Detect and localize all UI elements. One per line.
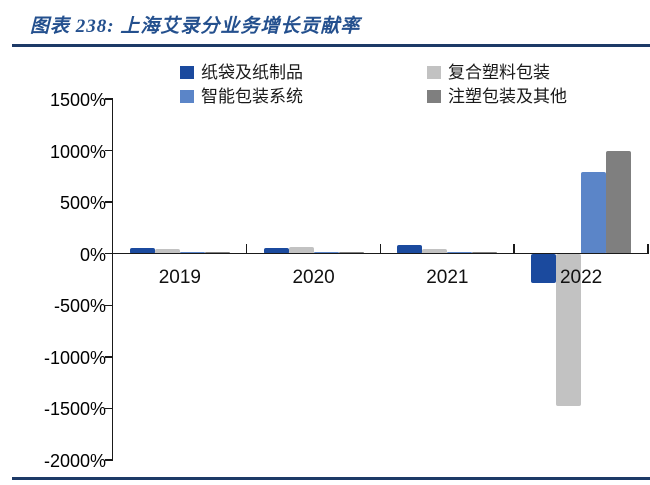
x-axis-tick [245,243,248,254]
y-axis-tick [105,459,113,461]
legend-label: 智能包装系统 [201,87,303,106]
y-axis-tick [105,201,113,203]
x-axis-tick [379,243,381,254]
legend-swatch-4 [427,90,441,103]
legend-swatch-3 [180,90,194,103]
y-axis-tick [105,252,113,255]
figure-title: 图表 238: 上海艾录分业务增长贡献率 [30,16,361,37]
legend-item: 纸袋及纸制品 [180,64,303,81]
legend-label: 注塑包装及其他 [448,87,567,106]
bar-2020-series2 [288,247,314,254]
footer-divider-line [12,477,650,480]
bar-2022-series4 [606,150,632,254]
y-axis-tick [105,356,113,358]
bar-2019-series2 [154,248,180,254]
x-axis-label: 2019 [158,266,202,288]
y-axis-label: 1500% [49,90,106,110]
bar-2022-series2 [556,254,582,407]
y-axis-label: -1500% [43,399,106,420]
x-axis-label: 2021 [426,266,469,288]
legend-label: 复合塑料包装 [448,63,550,82]
y-axis-line [111,99,113,460]
x-axis-tick [513,243,515,254]
y-axis-tick [105,407,113,410]
legend-swatch-2 [427,66,441,79]
y-axis-tick [105,304,113,307]
legend-item: 复合塑料包装 [427,64,550,81]
y-axis-label: 500% [59,193,106,214]
y-axis-label: 1000% [49,141,106,162]
x-axis-tick [647,243,649,254]
bar-2021-series2 [422,249,448,254]
legend-swatch-1 [180,66,194,79]
bar-2021-series1 [397,244,423,254]
legend-label: 纸袋及纸制品 [201,63,303,82]
bar-2019-series1 [129,248,155,254]
x-axis-label: 2020 [292,266,335,288]
x-axis-label: 2022 [559,266,603,288]
y-axis-label: -500% [53,296,106,317]
y-axis-label: -2000% [43,451,106,471]
title-divider-line [12,44,650,47]
x-axis-line [113,252,648,255]
legend-item: 智能包装系统 [180,88,303,105]
y-axis-label: 0% [79,244,106,265]
bar-2020-series1 [263,248,289,254]
y-axis-label: -1000% [43,347,106,368]
legend-item: 注塑包装及其他 [427,88,567,105]
bar-2022-series3 [581,172,607,254]
y-axis-tick [105,149,113,152]
y-axis-tick [105,98,113,100]
bar-2021-series4 [472,252,498,254]
bar-2022-series1 [531,254,557,284]
